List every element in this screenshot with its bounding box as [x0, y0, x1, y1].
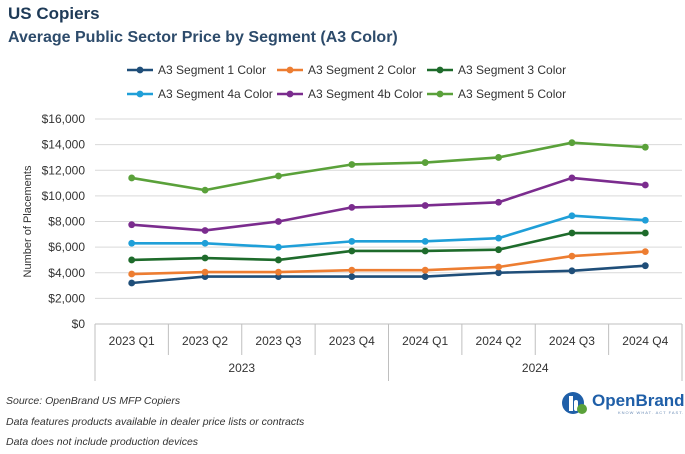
- x-tick-label: 2023 Q1: [109, 334, 155, 348]
- data-point: [348, 237, 356, 245]
- y-tick-label: $10,000: [42, 189, 86, 203]
- openbrand-logo-icon: [562, 392, 587, 414]
- data-point: [275, 243, 282, 251]
- legend-swatch-marker: [436, 90, 444, 98]
- legend-label: A3 Segment 4b Color: [308, 87, 423, 101]
- y-tick-label: $14,000: [42, 138, 86, 152]
- data-point: [495, 263, 502, 271]
- data-point: [568, 212, 576, 220]
- x-tick-label: 2023 Q2: [182, 334, 228, 348]
- source-note: Source: OpenBrand US MFP Copiers: [6, 395, 181, 407]
- series-line-1: [130, 264, 647, 285]
- legend-swatch-marker: [136, 66, 144, 74]
- data-point: [201, 239, 209, 247]
- y-tick-label: $6,000: [48, 240, 85, 254]
- series-line-3: [130, 231, 647, 262]
- data-point: [275, 256, 282, 264]
- y-tick-label: $2,000: [48, 291, 85, 305]
- data-point: [641, 248, 649, 256]
- series-line-6: [130, 141, 647, 192]
- legend-label: A3 Segment 5 Color: [458, 87, 566, 101]
- data-point: [348, 266, 356, 274]
- data-point: [201, 268, 209, 276]
- x-tick-label: 2023 Q3: [255, 334, 301, 348]
- legend-label: A3 Segment 4a Color: [158, 87, 273, 101]
- chart-subtitle: Average Public Sector Price by Segment (…: [8, 29, 398, 46]
- data-point: [128, 270, 136, 278]
- data-point: [128, 256, 136, 264]
- legend-label: A3 Segment 1 Color: [158, 63, 266, 77]
- data-point: [201, 227, 209, 234]
- logo-tagline: KNOW WHAT. ACT FAST.: [618, 410, 685, 415]
- data-point: [495, 154, 502, 161]
- footnote-dealer-price-lists: Data features products available in deal…: [6, 416, 305, 428]
- legend-label: A3 Segment 3 Color: [458, 63, 566, 77]
- footnote-production-devices: Data does not include production devices: [6, 436, 199, 448]
- data-point: [641, 216, 649, 224]
- data-point: [421, 273, 429, 280]
- data-point: [568, 174, 576, 182]
- data-point: [641, 262, 649, 270]
- data-point: [568, 267, 576, 275]
- year-group-label: 2023: [228, 361, 255, 375]
- data-point: [275, 218, 282, 225]
- data-point: [128, 221, 136, 229]
- y-tick-label: $4,000: [48, 266, 85, 280]
- data-point: [495, 234, 502, 242]
- y-tick-label: $12,000: [42, 163, 86, 177]
- data-point: [641, 229, 649, 237]
- legend-swatch-marker: [286, 90, 294, 98]
- y-tick-label: $16,000: [42, 112, 86, 126]
- logo-wordmark: OpenBrand: [592, 391, 685, 410]
- data-point: [348, 161, 356, 168]
- data-point: [568, 139, 576, 147]
- data-point: [275, 268, 282, 276]
- data-point: [641, 181, 649, 189]
- y-axis-title: Number of Placements: [22, 165, 34, 277]
- data-point: [421, 159, 429, 166]
- data-point: [348, 204, 356, 211]
- legend-label: A3 Segment 2 Color: [308, 63, 416, 77]
- data-point: [128, 239, 136, 247]
- year-group-label: 2024: [522, 361, 549, 375]
- data-point: [201, 186, 209, 194]
- legend-swatch-marker: [286, 66, 294, 74]
- data-point: [421, 247, 429, 255]
- data-point: [641, 143, 649, 151]
- data-point: [495, 198, 502, 206]
- x-tick-label: 2023 Q4: [329, 334, 375, 348]
- series-line-4: [130, 214, 647, 249]
- y-tick-label: $0: [72, 317, 86, 331]
- data-point: [348, 273, 356, 280]
- data-point: [495, 246, 502, 254]
- x-tick-label: 2024 Q1: [402, 334, 448, 348]
- data-point: [128, 279, 136, 287]
- y-tick-label: $8,000: [48, 215, 85, 229]
- data-point: [201, 254, 209, 262]
- data-point: [348, 247, 356, 255]
- data-point: [495, 269, 502, 277]
- series-line-2: [130, 250, 647, 276]
- data-point: [568, 229, 576, 237]
- legend-swatch-marker: [136, 90, 144, 98]
- x-tick-label: 2024 Q3: [549, 334, 595, 348]
- data-point: [128, 174, 136, 182]
- series-line-5: [130, 176, 647, 232]
- data-point: [421, 266, 429, 274]
- data-point: [421, 237, 429, 245]
- data-point: [275, 172, 282, 180]
- data-point: [568, 252, 576, 260]
- x-tick-label: 2024 Q4: [622, 334, 668, 348]
- x-tick-label: 2024 Q2: [476, 334, 522, 348]
- chart-title: US Copiers: [8, 4, 100, 23]
- data-point: [421, 202, 429, 209]
- legend-swatch-marker: [436, 66, 444, 74]
